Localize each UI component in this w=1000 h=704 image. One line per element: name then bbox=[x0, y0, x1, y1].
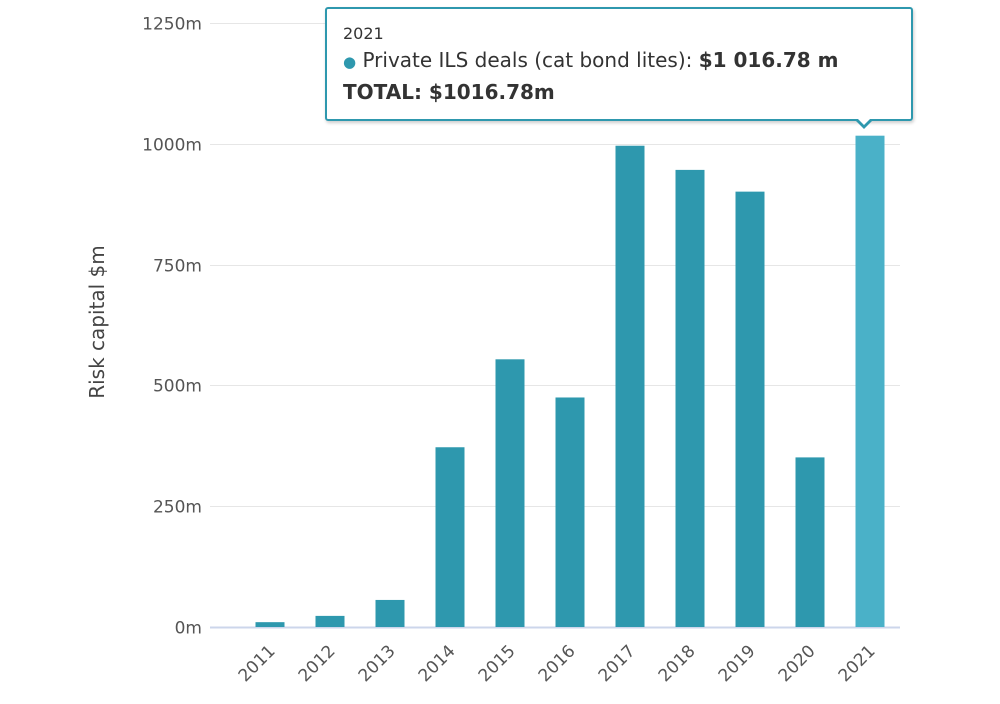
y-tick-label: 750m bbox=[153, 257, 202, 277]
x-tick-label: 2017 bbox=[595, 641, 640, 686]
y-tick-label: 1000m bbox=[142, 136, 202, 156]
bar-2018[interactable] bbox=[675, 169, 705, 627]
y-axis-label: Risk capital $m bbox=[85, 245, 109, 399]
tooltip-total: TOTAL: $1016.78m bbox=[343, 80, 555, 104]
x-tick-label: 2015 bbox=[475, 641, 520, 686]
y-tick-label: 1250m bbox=[142, 15, 202, 35]
x-tick-label: 2019 bbox=[715, 641, 760, 686]
x-tick-label: 2014 bbox=[415, 641, 460, 686]
tooltip-series-label: Private ILS deals (cat bond lites): bbox=[362, 48, 699, 72]
tooltip-series-row: ● Private ILS deals (cat bond lites): $1… bbox=[343, 45, 911, 77]
x-tick-label: 2013 bbox=[355, 641, 400, 686]
bar-2017[interactable] bbox=[615, 145, 645, 628]
x-tick-label: 2016 bbox=[535, 641, 580, 686]
bar-2016[interactable] bbox=[555, 397, 585, 627]
tooltip-header: 2021 bbox=[343, 24, 384, 43]
bar-2019[interactable] bbox=[735, 191, 765, 628]
x-tick-label: 2012 bbox=[295, 641, 340, 686]
tooltip-value: $1 016.78 m bbox=[698, 48, 839, 72]
bar-2012[interactable] bbox=[315, 615, 345, 627]
x-tick-label: 2011 bbox=[235, 641, 280, 686]
bar-2015[interactable] bbox=[495, 359, 525, 627]
bar-2020[interactable] bbox=[795, 457, 825, 627]
y-tick-label: 500m bbox=[153, 377, 202, 397]
x-tick-label: 2018 bbox=[655, 641, 700, 686]
y-tick-label: 250m bbox=[153, 498, 202, 518]
bar-2014[interactable] bbox=[435, 447, 465, 627]
y-tick-label: 0m bbox=[175, 619, 202, 639]
x-tick-label: 2021 bbox=[835, 641, 880, 686]
tooltip: 2021 ● Private ILS deals (cat bond lites… bbox=[325, 7, 913, 121]
bar-2011[interactable] bbox=[255, 622, 285, 627]
x-tick-label: 2020 bbox=[775, 641, 820, 686]
bar-2021[interactable] bbox=[855, 135, 885, 628]
bar-2013[interactable] bbox=[375, 599, 405, 627]
series-dot-icon: ● bbox=[343, 53, 357, 71]
